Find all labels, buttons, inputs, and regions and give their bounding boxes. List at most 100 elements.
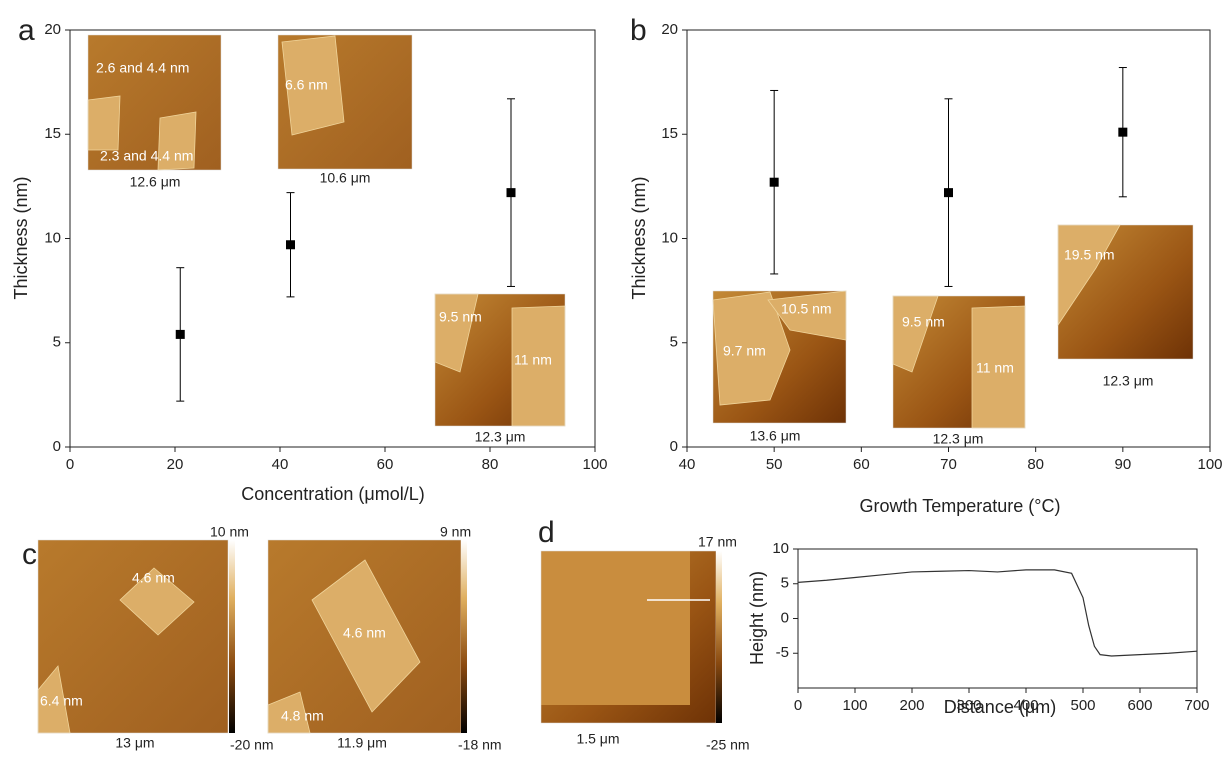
y-tick-label: 15 [44,125,61,142]
afm-flake [311,559,421,713]
y-tick-label: 0 [781,609,789,626]
scale-label: 11.9 μm [337,735,387,751]
afm-frame [277,34,413,170]
x-axis-title: Distance (μm) [944,697,1056,717]
afm-image [38,540,228,733]
x-tick-label: 0 [794,697,802,714]
x-axis-title: Concentration (μmol/L) [241,484,424,504]
panel-label: b [630,14,647,47]
scale-label: 13 μm [115,735,154,751]
afm-frame [1057,224,1194,360]
image-label: 4.6 nm [132,570,175,586]
image-label: 10.5 nm [781,301,832,317]
x-tick-label: 100 [582,456,607,473]
image-label: 4.8 nm [281,708,324,724]
y-tick-label: 5 [781,575,789,592]
y-axis-title: Height (nm) [747,571,767,665]
image-label: 6.6 nm [285,77,328,93]
afm-flake [87,95,121,151]
afm-flake [119,567,195,636]
x-tick-label: 60 [853,456,870,473]
data-point [506,188,516,198]
afm-frame [37,539,229,734]
x-axis-title: Growth Temperature (°C) [860,496,1061,516]
x-tick-label: 600 [1127,697,1152,714]
y-tick-label: 5 [670,334,678,351]
x-tick-label: 400 [1013,697,1038,714]
x-tick-label: 40 [679,456,696,473]
y-tick-label: 20 [661,21,678,38]
x-tick-label: 90 [1114,456,1131,473]
y-tick-label: 10 [772,540,789,557]
plot-frame [797,548,1198,689]
profile-line [797,569,1198,657]
data-point [175,329,185,339]
x-tick-label: 50 [766,456,783,473]
y-tick-label: 0 [53,438,61,455]
x-tick-label: 100 [1197,456,1222,473]
y-tick-label: -5 [776,644,789,661]
image-label: 9.5 nm [439,309,482,325]
afm-frame [87,34,222,171]
data-point [286,240,295,250]
x-tick-label: 80 [1027,456,1044,473]
scale-label: 12.3 μm [1103,373,1154,389]
colorbar-label: -18 nm [458,737,502,753]
afm-frame [434,293,566,427]
image-label: 4.6 nm [343,625,386,641]
scale-label: 13.6 μm [750,428,801,444]
y-axis-title: Thickness (nm) [629,176,649,299]
colorbar-label: -20 nm [230,737,274,753]
x-tick-label: 300 [956,697,981,714]
colorbar [461,540,467,733]
colorbar [716,551,722,723]
afm-flake [157,111,197,171]
image-label: 9.7 nm [723,343,766,359]
image-label: 11 nm [976,360,1014,376]
x-tick-label: 0 [66,456,74,473]
colorbar-label: 10 nm [210,524,249,540]
image-label: 2.3 and 4.4 nm [100,148,193,164]
y-tick-label: 10 [44,229,61,246]
image-label: 9.5 nm [902,314,945,330]
panel-label: c [22,538,37,571]
colorbar [229,540,235,733]
data-point [944,188,953,198]
y-axis-title: Thickness (nm) [11,176,31,299]
x-tick-label: 20 [167,456,184,473]
x-tick-label: 80 [482,456,499,473]
image-label: 6.4 nm [40,693,83,709]
y-tick-label: 0 [670,438,678,455]
scale-label: 12.6 μm [130,174,181,190]
scale-label: 12.3 μm [933,431,984,447]
afm-frame [892,295,1026,429]
y-tick-label: 10 [661,229,678,246]
scale-label: 1.5 μm [576,731,619,747]
y-tick-label: 15 [661,125,678,142]
image-label: 11 nm [514,352,552,368]
afm-flake [712,291,791,406]
x-tick-label: 500 [1070,697,1095,714]
colorbar-label: 17 nm [698,534,737,550]
afm-flake [281,35,345,136]
data-point [769,177,779,187]
x-tick-label: 40 [272,456,289,473]
x-tick-label: 60 [377,456,394,473]
scale-label: 10.6 μm [320,170,371,186]
afm-terrace [541,551,690,705]
image-label: 19.5 nm [1064,247,1115,263]
x-tick-label: 700 [1184,697,1209,714]
panel-label: a [18,14,35,47]
data-point [1118,127,1128,137]
x-tick-label: 200 [899,697,924,714]
colorbar-label: -25 nm [706,737,750,753]
colorbar-label: 9 nm [440,524,471,540]
x-tick-label: 100 [842,697,867,714]
panel-label: d [538,516,555,549]
afm-frame [712,290,847,424]
scale-label: 12.3 μm [475,429,526,445]
image-label: 2.6 and 4.4 nm [96,60,189,76]
y-tick-label: 5 [53,334,61,351]
x-tick-label: 70 [940,456,957,473]
